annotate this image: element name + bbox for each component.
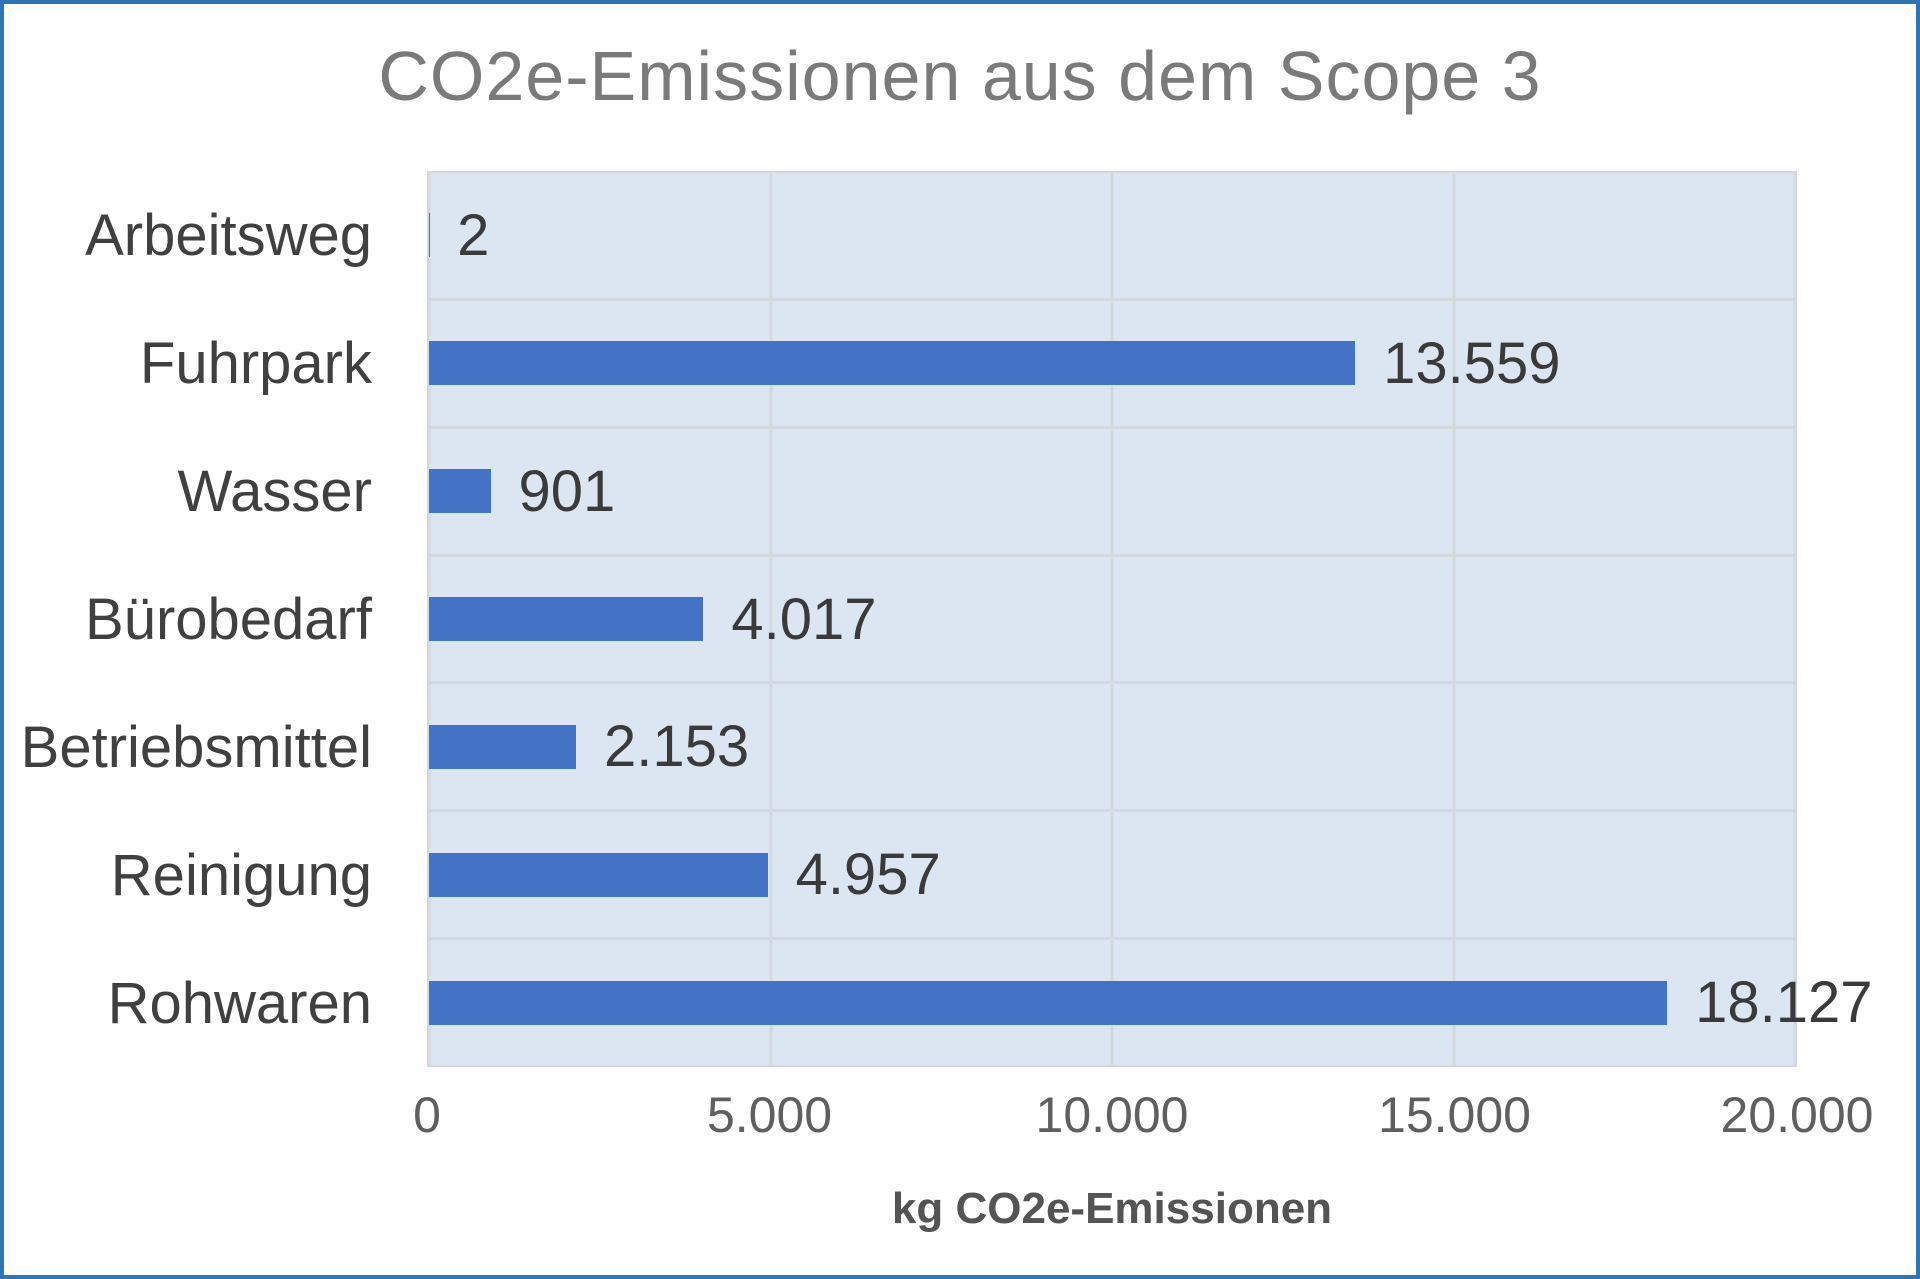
bar-value-label: 4.017	[731, 586, 877, 652]
bar	[429, 980, 1668, 1025]
bar-row: 13.559	[429, 301, 1795, 429]
category-label: Reinigung	[110, 842, 372, 908]
x-axis-title: kg CO2e-Emissionen	[891, 1184, 1333, 1233]
chart-title: CO2e-Emissionen aus dem Scope 3	[378, 37, 1542, 115]
category-axis: Arbeitsweg Fuhrpark Wasser Bürobedarf Betrie…	[4, 171, 427, 1067]
vertical-gridline	[769, 173, 772, 1065]
bar-value-label: 18.127	[1695, 970, 1873, 1036]
bar-row: 901	[429, 429, 1795, 557]
bar	[429, 852, 768, 897]
vertical-gridline	[1793, 173, 1797, 1065]
x-tick-label: 20.000	[1720, 1087, 1874, 1143]
category-label: Fuhrpark	[139, 330, 372, 396]
bar	[429, 724, 577, 769]
bar	[429, 597, 704, 641]
vertical-gridline	[1110, 173, 1114, 1065]
x-tick-label: 5.000	[706, 1087, 833, 1143]
bar	[429, 469, 491, 514]
bar-row: 2	[429, 173, 1795, 301]
category-label: Arbeitsweg	[85, 202, 372, 268]
x-tick-label: 10.000	[1035, 1087, 1189, 1143]
plot-area: 2 13.559 901 4.017 2.153 4.957 18.127	[427, 171, 1872, 1067]
bar-value-label: 4.957	[795, 842, 941, 908]
bar-row: 18.127	[429, 940, 1872, 1065]
bar-row: 4.957	[429, 812, 1795, 941]
x-tick-label: 15.000	[1378, 1087, 1531, 1143]
category-label: Wasser	[177, 458, 372, 524]
category-label: Bürobedarf	[85, 586, 372, 652]
bar-row: 2.153	[429, 684, 1795, 813]
bar	[429, 341, 1356, 386]
x-tick-label: 0	[413, 1087, 441, 1143]
bar-value-label: 13.559	[1383, 330, 1561, 396]
category-label: Rohwaren	[107, 970, 372, 1036]
category-label: Betriebsmittel	[20, 714, 372, 780]
bar-value-label: 901	[518, 458, 616, 524]
plot-rows: 2 13.559 901 4.017 2.153 4.957 18.127	[429, 173, 1872, 1065]
bar-value-label: 2.153	[604, 714, 750, 780]
bar-row: 4.017	[429, 557, 1795, 685]
vertical-gridline	[1452, 173, 1455, 1065]
bar-value-label: 2	[457, 202, 490, 268]
x-axis-ticks: 0 5.000 10.000 15.000 20.000	[413, 1086, 1873, 1150]
